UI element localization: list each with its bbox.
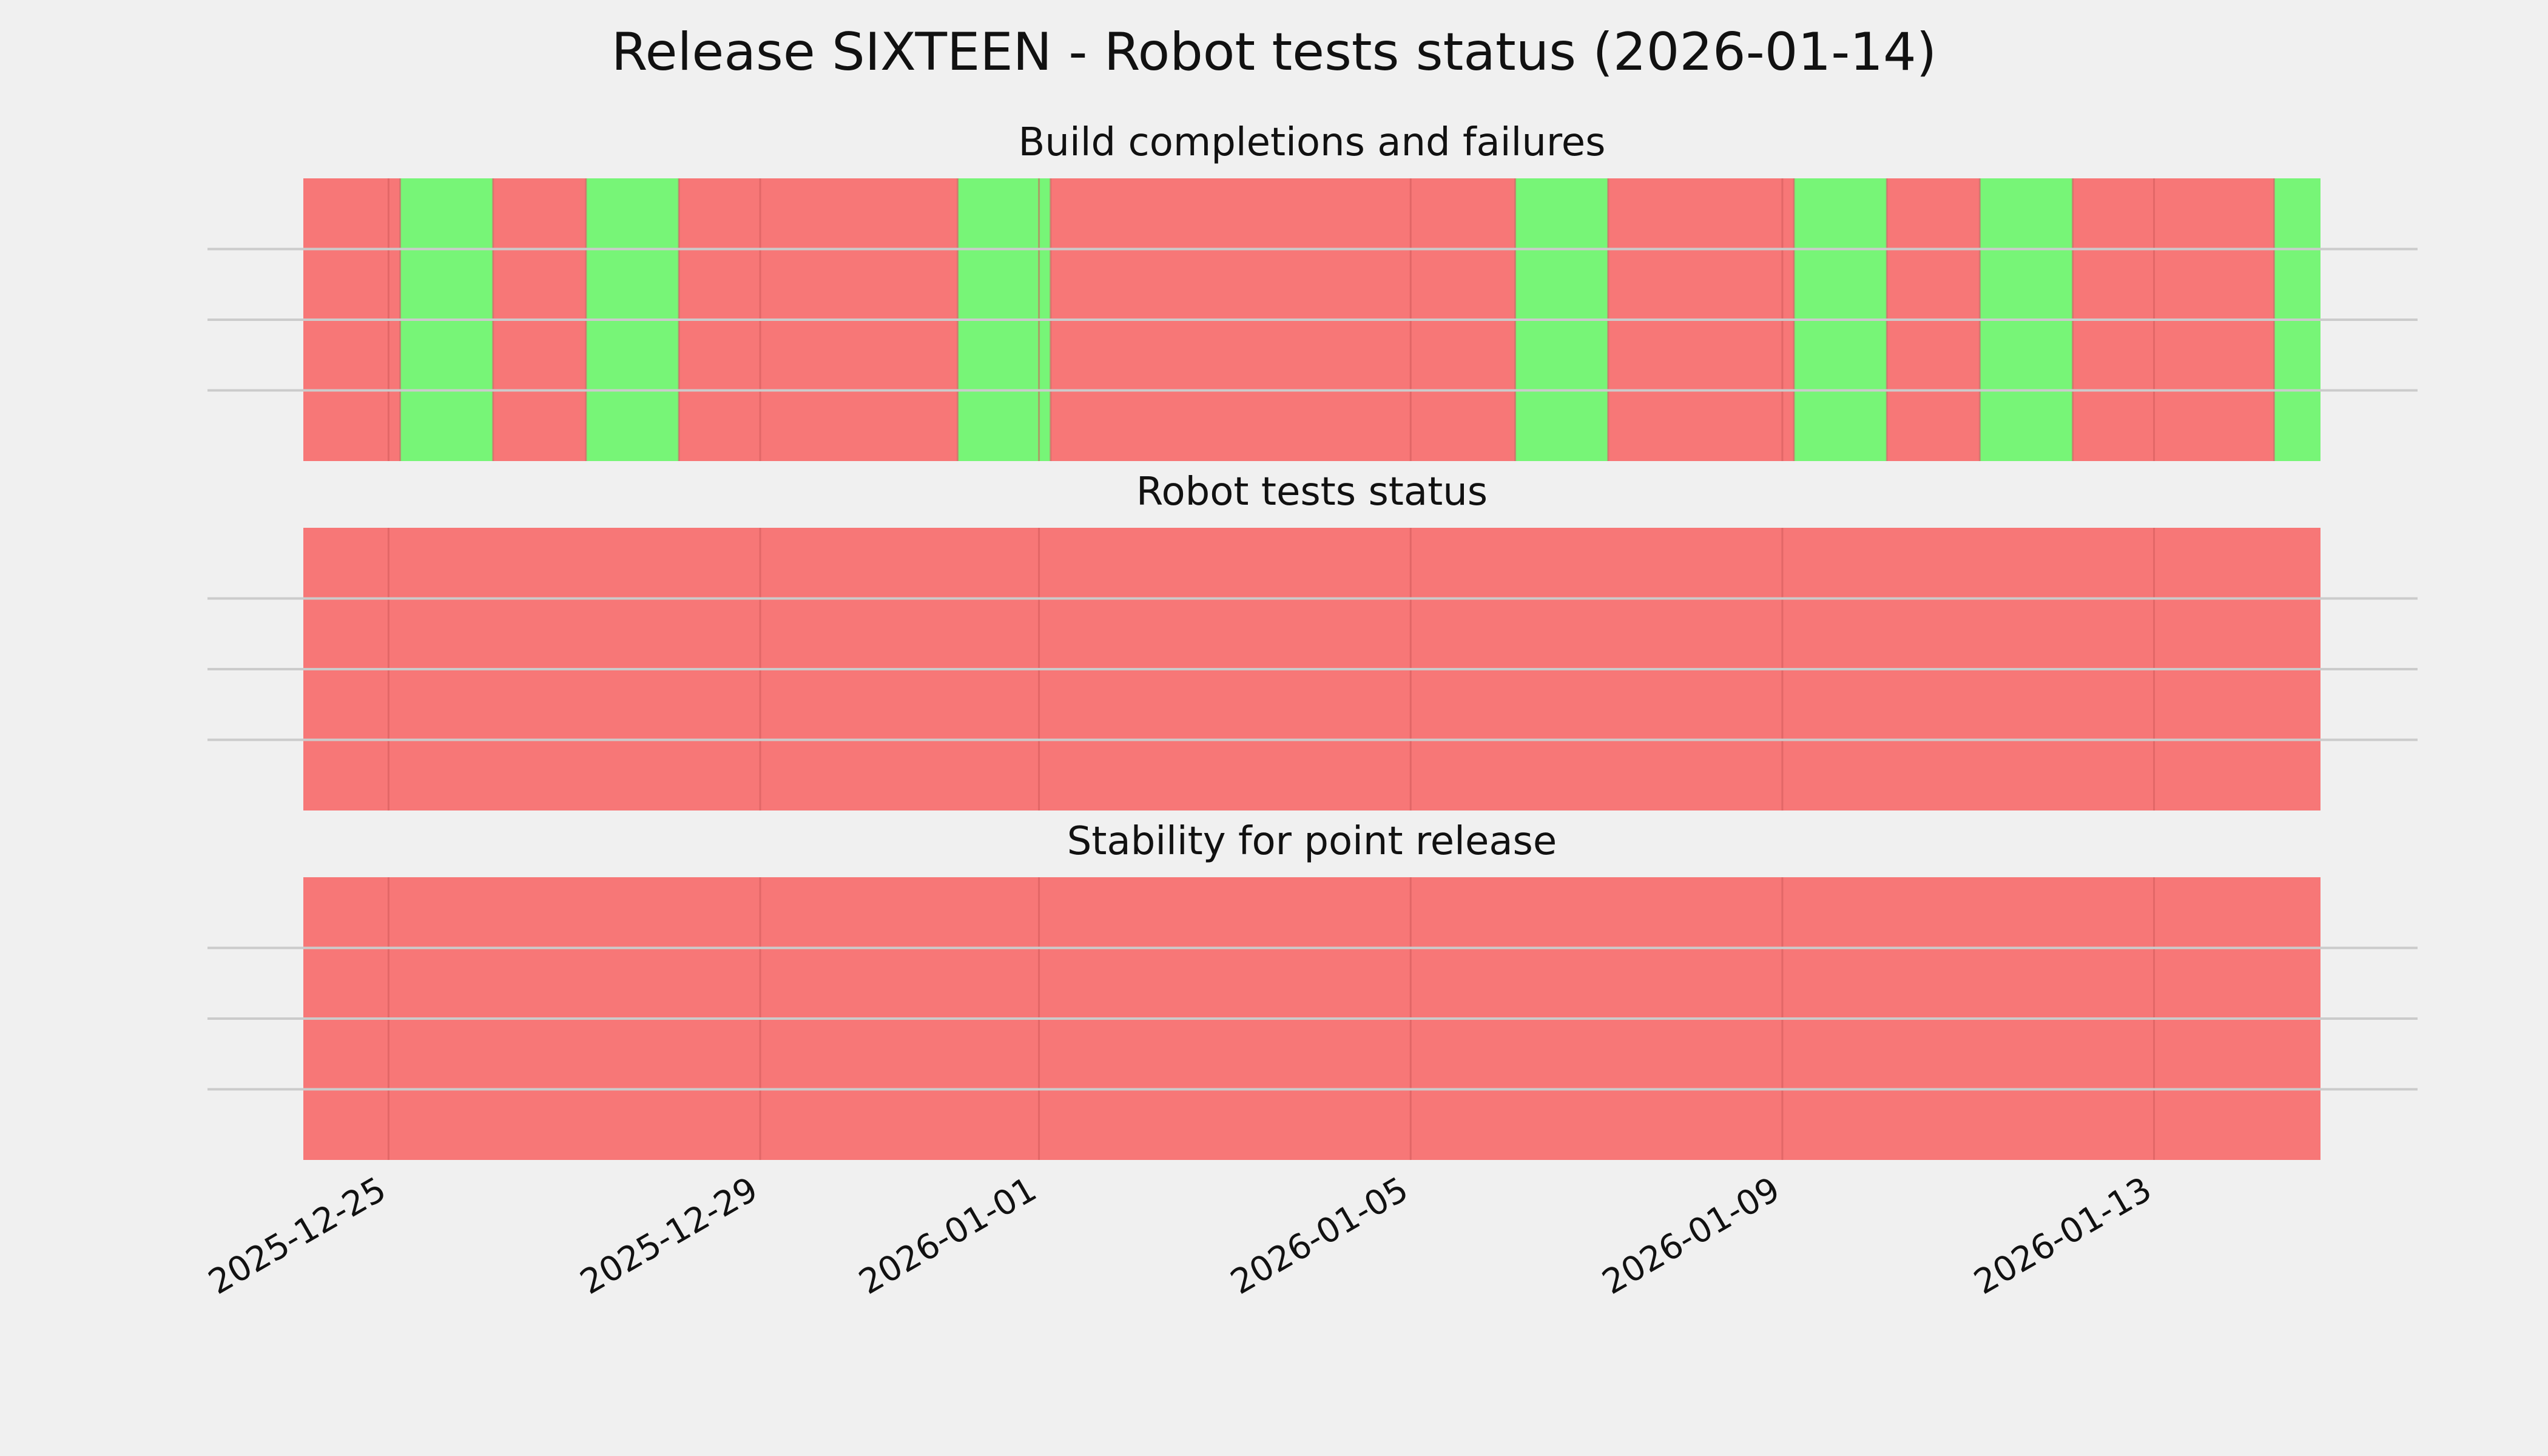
x-axis-ticks: 2025-12-25 2025-12-29 2026-01-01 2026-01-05… <box>202 1170 2159 1303</box>
x-tick-label: 2025-12-29 <box>574 1170 764 1303</box>
chart-title: Release SIXTEEN - Robot tests status (20… <box>612 22 1937 83</box>
panel-title: Robot tests status <box>1136 470 1488 514</box>
x-tick-label: 2025-12-25 <box>202 1170 393 1303</box>
panel-1: Build completions and failures <box>207 120 2418 461</box>
panel-3: Stability for point release <box>207 819 2418 1160</box>
x-tick-label: 2026-01-05 <box>1224 1170 1415 1303</box>
panel-2: Robot tests status <box>207 470 2418 811</box>
panel-title: Build completions and failures <box>1019 120 1606 165</box>
panel-title: Stability for point release <box>1067 819 1557 864</box>
x-tick-label: 2026-01-09 <box>1596 1170 1787 1303</box>
x-tick-label: 2026-01-01 <box>852 1170 1043 1303</box>
x-tick-label: 2026-01-13 <box>1967 1170 2158 1303</box>
panels: Build completions and failures Robot test… <box>207 120 2418 1160</box>
